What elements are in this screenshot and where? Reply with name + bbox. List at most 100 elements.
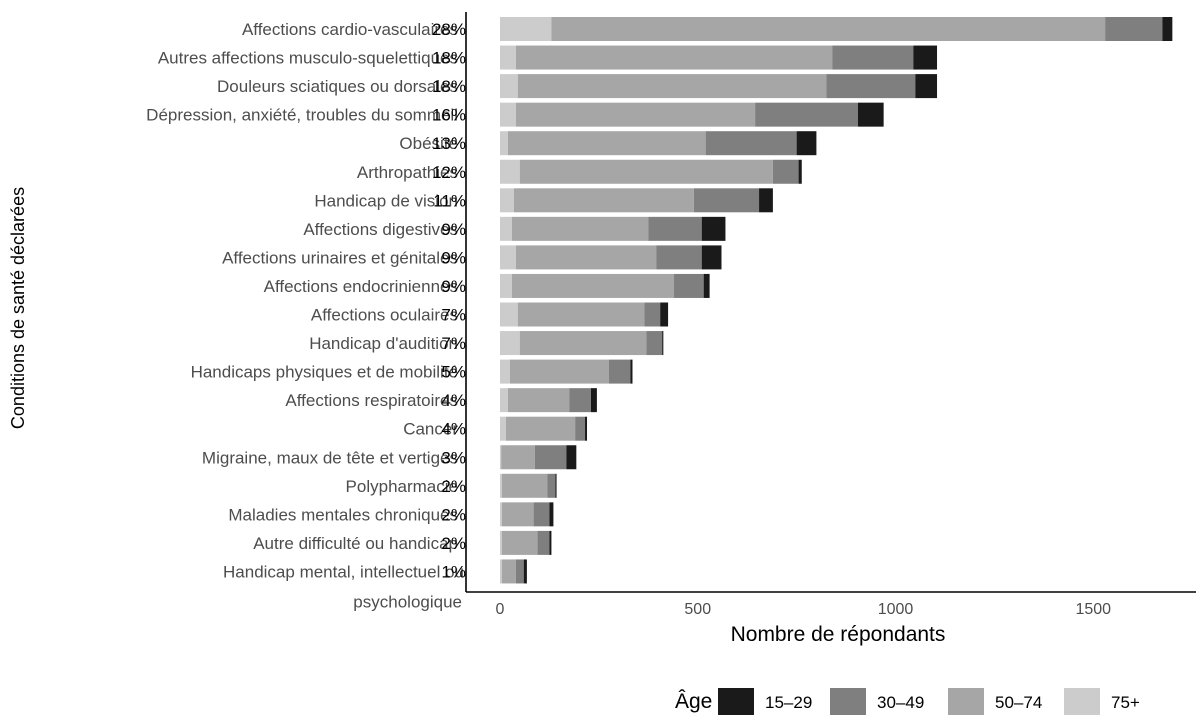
bar-segment (500, 216, 512, 241)
bar-segment (500, 559, 502, 584)
bar-segment (1105, 17, 1163, 41)
legend-swatch (948, 688, 984, 715)
bar-segment (500, 331, 520, 356)
bar-segment (500, 45, 516, 70)
bar-segment (523, 559, 527, 584)
category-label: Handicaps physiques et de mobilité (191, 363, 458, 382)
bar-percent-label: 7% (441, 334, 466, 353)
category-label-continued: psychologique (353, 592, 462, 611)
legend-swatch (1064, 688, 1100, 715)
category-label: Dépression, anxiété, troubles du sommeil (146, 106, 458, 125)
bar-percent-label: 11% (433, 191, 466, 210)
bar-segment (515, 102, 756, 127)
bar-segment (674, 273, 704, 298)
bar-percent-label: 9% (441, 277, 466, 296)
bar-percent-label: 2% (441, 534, 466, 553)
bar-segment (500, 17, 552, 41)
bar-segment (519, 159, 773, 184)
bar-percent-label: 5% (441, 363, 466, 382)
category-label: Affections cardio-vasculaires (242, 20, 458, 39)
bar-segment (549, 530, 552, 555)
x-tick-label: 1000 (878, 601, 914, 618)
bar-segment (501, 530, 538, 555)
category-label: Autre difficulté ou handicap (253, 534, 458, 553)
bar-segment (832, 45, 914, 70)
bar-percent-label: 2% (441, 505, 466, 524)
legend-label: 50–74 (995, 693, 1042, 712)
bar-segment (549, 502, 554, 527)
bar-segment (515, 245, 657, 270)
bar-segment (705, 131, 797, 156)
bar-segment (796, 131, 817, 156)
x-tick-label: 1500 (1075, 601, 1111, 618)
bar-segment (630, 359, 633, 384)
bar-segment (500, 473, 502, 498)
bar-segment (517, 302, 645, 327)
bar-percent-label: 16% (432, 106, 466, 125)
bars-layer (500, 17, 1173, 584)
bar-segment (701, 216, 726, 241)
bar-segment (511, 273, 675, 298)
bar-segment (507, 131, 706, 156)
bar-segment (500, 102, 516, 127)
x-axis-title: Nombre de répondants (731, 623, 946, 646)
bar-segment (547, 473, 556, 498)
bar-percent-label: 28% (432, 20, 466, 39)
bar-segment (500, 188, 514, 213)
bar-percent-label: 3% (441, 448, 466, 467)
category-label: Affections endocriniennes (264, 277, 458, 296)
bar-segment (798, 159, 802, 184)
category-label: Affections urinaires et génitales (222, 248, 458, 267)
category-label: Maladies mentales chroniques (228, 505, 458, 524)
bar-segment (701, 245, 722, 270)
legend-label: 15–29 (765, 693, 812, 712)
legend-label: 75+ (1111, 693, 1140, 712)
bar-segment (551, 17, 1106, 41)
bar-segment (1162, 17, 1173, 41)
x-tick-label: 0 (496, 601, 505, 618)
bar-segment (517, 74, 827, 99)
bar-segment (585, 416, 588, 441)
bar-segment (656, 245, 702, 270)
legend-swatch (718, 688, 754, 715)
bar-segment (857, 102, 884, 127)
axes (465, 12, 1196, 593)
bar-segment (590, 388, 597, 413)
legend-title: Âge (675, 690, 712, 713)
bar-segment (500, 159, 520, 184)
bar-segment (555, 473, 557, 498)
category-label: Douleurs sciatiques ou dorsales (217, 77, 458, 96)
bar-segment (500, 502, 502, 527)
bar-segment (755, 102, 858, 127)
bar-segment (772, 159, 799, 184)
bar-segment (693, 188, 760, 213)
bar-segment (511, 216, 649, 241)
bar-segment (501, 473, 548, 498)
bar-segment (500, 245, 516, 270)
legend: Âge 15–29 30–49 50–74 75+ (675, 688, 1140, 715)
bar-segment (826, 74, 916, 99)
bar-segment (509, 359, 609, 384)
bar-segment (644, 302, 661, 327)
bar-segment (759, 188, 773, 213)
bar-segment (569, 388, 591, 413)
legend-label: 30–49 (877, 693, 924, 712)
bar-segment (534, 445, 567, 470)
bar-segment (648, 216, 702, 241)
percent-labels: 28% 18% 18% 16% 13% 12% 11% 9% 9% 9% 7% 7% 5% 4% 4% 3% 2… (432, 20, 466, 581)
category-label: Autres affections musculo-squelettiques (158, 49, 458, 68)
bar-segment (913, 45, 938, 70)
bar-segment (915, 74, 938, 99)
bar-segment (501, 445, 535, 470)
bar-segment (501, 502, 534, 527)
bar-segment (500, 359, 510, 384)
category-label: Affections digestives (303, 220, 458, 239)
category-label: Polypharmacie (346, 477, 458, 496)
bar-segment (500, 302, 518, 327)
legend-swatch (830, 688, 866, 715)
bar-segment (608, 359, 631, 384)
category-label: Obésité (399, 134, 458, 153)
bar-segment (660, 302, 669, 327)
bar-percent-label: 9% (441, 248, 466, 267)
